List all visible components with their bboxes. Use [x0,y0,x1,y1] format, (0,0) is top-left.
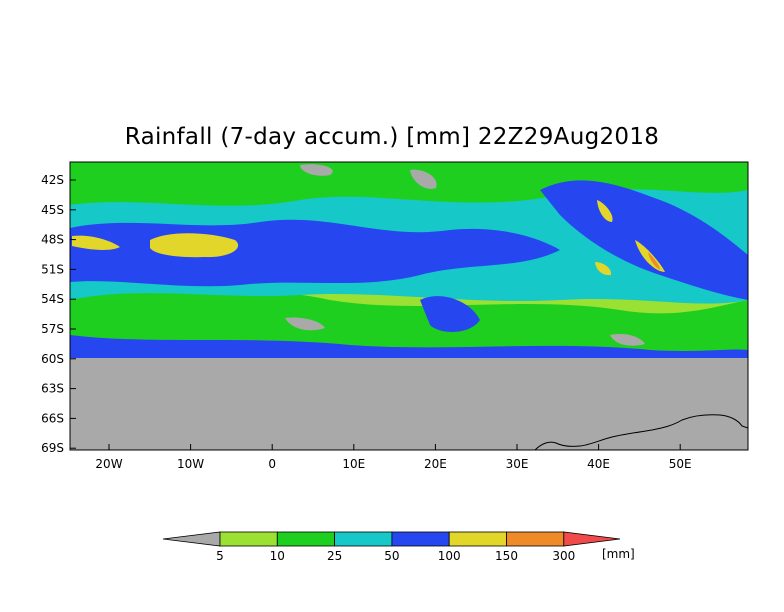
color-scale-tick: 300 [552,549,575,563]
coastline [534,414,748,450]
color-scale-bin [448,531,507,547]
color-scale-low-arrow [162,531,221,547]
latitude-axis: 42S 45S 48S 51S 54S 57S 60S 63S 66S 69S [41,173,76,455]
lon-label: 20W [95,457,122,471]
color-scale-unit: [mm] [602,547,635,561]
lat-label: 48S [41,233,64,247]
lon-label: 10W [177,457,204,471]
color-scale: 5 10 25 50 100 150 300 [162,531,621,563]
rain-edge-blue [70,335,748,358]
lat-label: 51S [41,262,64,276]
lon-label: 0 [268,457,276,471]
rain-blob-orange [648,252,660,270]
lat-label: 63S [41,382,64,396]
lat-label: 54S [41,292,64,306]
lat-label: 66S [41,411,64,425]
lat-label: 57S [41,322,64,336]
rain-blob-grey-2 [410,169,437,189]
color-scale-bin [391,531,450,547]
rain-blob-yellow-3 [597,200,613,222]
color-scale-tick: 5 [216,549,224,563]
lat-label: 45S [41,203,64,217]
color-scale-bin [334,531,393,547]
rain-band-blue-east [540,180,748,300]
lon-label: 20E [424,457,447,471]
color-scale-tick: 100 [438,549,461,563]
lon-label: 10E [342,457,365,471]
lat-label: 69S [41,441,64,455]
map-plot-area [70,162,748,450]
color-scale-tick: 25 [327,549,342,563]
color-scale-tick: 50 [384,549,399,563]
color-scale-high-arrow [563,531,621,547]
no-data-region [70,358,748,450]
rain-blob-grey-1 [300,164,333,176]
rain-blob-yellow-5 [595,262,612,276]
lon-label: 40E [587,457,610,471]
color-scale-tick: 150 [495,549,518,563]
rain-blob-yellow-2 [72,235,120,250]
color-scale-bin [506,531,565,547]
lon-label: 50E [669,457,692,471]
lat-label: 60S [41,352,64,366]
lon-label: 30E [506,457,529,471]
color-scale-bin [219,531,278,547]
rain-blob-blue [420,296,480,332]
map-title: Rainfall (7-day accum.) [mm] 22Z29Aug201… [124,124,660,150]
map-frame [69,161,749,451]
lat-label: 42S [41,173,64,187]
color-scale-tick: 10 [270,549,285,563]
longitude-axis: 20W 10W 0 10E 20E 30E 40E 50E [95,444,692,471]
rain-blob-yellow-1 [150,233,239,258]
color-scale-bin [276,531,335,547]
rain-blob-grey-3 [285,317,325,331]
rain-blob-grey-4 [610,334,645,346]
